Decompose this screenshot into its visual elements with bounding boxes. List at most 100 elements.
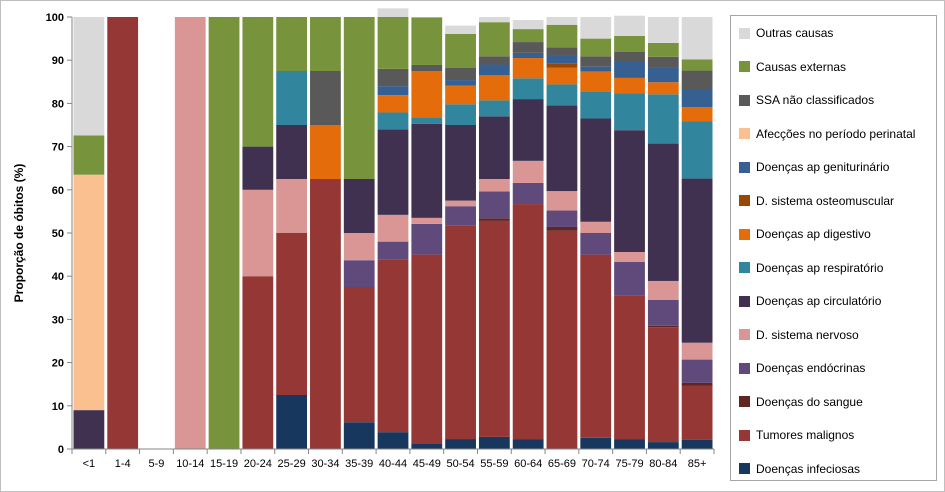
bar-segment: [343, 17, 375, 179]
x-tick-label: 60-64: [514, 458, 542, 470]
bar-segment: [614, 36, 645, 52]
bar-segment: [614, 252, 645, 262]
y-tick-label: 90: [52, 55, 64, 67]
bar-segment: [242, 276, 274, 449]
bar-segment: [512, 439, 544, 449]
legend-swatch: [739, 27, 750, 39]
bar-segment: [445, 225, 476, 440]
bar-segment: [546, 226, 578, 231]
bar-segment: [445, 80, 476, 86]
legend-swatch: [739, 396, 750, 407]
bar-segment: [478, 56, 510, 65]
bar-segment: [614, 295, 645, 440]
bar-segment: [377, 112, 409, 130]
bar-segment: [377, 241, 409, 260]
bar-segment: [647, 56, 679, 68]
legend-label: Doenças ap respiratório: [756, 260, 884, 275]
bar-segment: [614, 439, 645, 449]
y-tick-label: 60: [52, 185, 64, 197]
bar-segment: [242, 17, 274, 147]
bar-segment: [647, 17, 679, 43]
bar-segment: [681, 178, 713, 343]
bar-segment: [242, 146, 274, 190]
y-tick-label: 40: [52, 271, 64, 283]
bar-segment: [580, 254, 612, 438]
legend-label: Causas externas: [756, 59, 847, 74]
x-tick-label: 45-49: [413, 458, 441, 470]
bar-segment: [310, 17, 341, 71]
bar-segment: [512, 58, 544, 79]
bar-segment: [377, 214, 409, 242]
bar-segment: [377, 432, 409, 449]
bar-segment: [681, 439, 713, 449]
bar-segment: [580, 437, 612, 449]
bar-segment: [512, 42, 544, 53]
legend-item: Doenças ap geniturinário: [731, 160, 889, 174]
bar-segment: [614, 15, 645, 36]
bar-segment: [614, 61, 645, 78]
bar-segment: [478, 64, 510, 76]
bar-segment: [681, 342, 713, 360]
bar-segment: [647, 327, 679, 443]
bar-segment: [445, 85, 476, 105]
bar-segment: [73, 135, 105, 175]
bar-segment: [546, 191, 578, 211]
bar-segment: [343, 422, 375, 449]
bar-segment: [681, 90, 713, 108]
bar-segment: [647, 143, 679, 281]
y-tick-label: 0: [58, 444, 64, 456]
bar-segment: [580, 56, 612, 67]
bar-segment: [546, 230, 578, 449]
bar-segment: [73, 410, 105, 449]
bar-segment: [681, 17, 713, 60]
bar-segment: [647, 94, 679, 144]
bar-segment: [647, 42, 679, 57]
bar-segment: [681, 107, 713, 122]
bar-segment: [445, 104, 476, 125]
bar-segment: [343, 179, 375, 233]
bar-segment: [377, 68, 409, 87]
y-tick-label: 70: [52, 142, 64, 154]
legend-item: D. sistema nervoso: [731, 328, 859, 342]
legend-label: Doenças infeciosas: [756, 461, 861, 476]
bar-segment: [478, 100, 510, 117]
x-tick-label: 40-44: [379, 458, 407, 470]
bar-segment: [174, 17, 206, 449]
bar-segment: [512, 78, 544, 100]
bar-segment: [647, 280, 679, 300]
bar-segment: [580, 118, 612, 222]
x-tick-label: 55-59: [480, 458, 508, 470]
bar-segment: [242, 189, 274, 277]
bar-segment: [614, 77, 645, 94]
x-tick-label: 20-24: [244, 458, 272, 470]
legend-label: Doenças ap geniturinário: [756, 160, 890, 174]
bar-segment: [647, 299, 679, 326]
x-tick-label: 35-39: [345, 458, 373, 470]
bar-segment: [411, 117, 443, 124]
legend-swatch: [739, 329, 750, 340]
bar-segment: [478, 22, 510, 57]
bar-segment: [445, 200, 476, 207]
bar-segment: [478, 220, 510, 437]
bar-segment: [377, 86, 409, 96]
bar-segment: [580, 221, 612, 233]
bar-segment: [614, 51, 645, 62]
bar-segment: [276, 395, 308, 449]
legend-swatch: [739, 94, 750, 106]
y-tick-label: 50: [52, 228, 64, 240]
bar-segment: [580, 233, 612, 255]
legend-item: Doenças ap circulatório: [731, 294, 881, 308]
bar-segment: [681, 385, 713, 440]
bar-segment: [343, 260, 375, 287]
legend-swatch: [739, 362, 750, 374]
bar-segment: [681, 59, 713, 71]
legend-item: Doenças ap respiratório: [731, 261, 883, 275]
bar-segment: [411, 443, 443, 449]
bar-segment: [445, 33, 476, 68]
x-tick-label: <1: [83, 458, 96, 470]
bar-segment: [512, 204, 544, 440]
legend-item: D. sistema osteomuscular: [731, 194, 894, 208]
y-tick-label: 30: [52, 314, 64, 326]
